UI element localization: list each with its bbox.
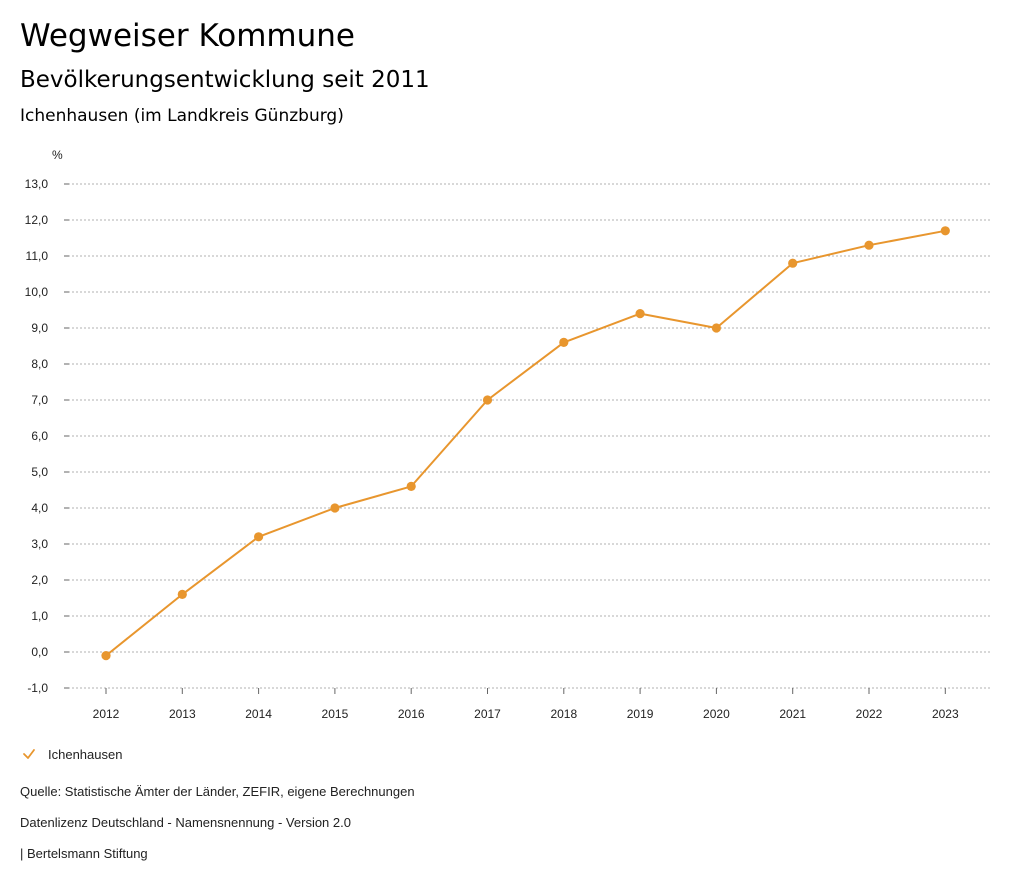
x-tick-label: 2021 bbox=[779, 707, 806, 721]
legend-item-ichenhausen: Ichenhausen bbox=[48, 746, 123, 762]
grid-lines bbox=[64, 183, 990, 689]
y-tick-label: 11,0 bbox=[26, 249, 49, 263]
y-tick-label: 5,0 bbox=[31, 465, 48, 479]
x-tick-label: 2015 bbox=[322, 707, 349, 721]
y-tick-label: 4,0 bbox=[31, 501, 48, 515]
series-line bbox=[105, 229, 946, 657]
data-point-2018[interactable] bbox=[559, 337, 569, 347]
line-chart: % -1,0 0,0 1,0 2,0 3,0 4,0 5,0 6,0 7,0 8,0 9,0 10,0… bbox=[25, 148, 990, 721]
y-tick-label: -1,0 bbox=[27, 681, 48, 695]
data-point-2021[interactable] bbox=[788, 258, 798, 268]
y-axis-unit-label: % bbox=[52, 148, 63, 162]
chart-legend[interactable]: Ichenhausen bbox=[22, 744, 122, 764]
y-tick-label: 3,0 bbox=[31, 537, 48, 551]
x-tick-label: 2017 bbox=[474, 707, 501, 721]
region-label: Ichenhausen (im Landkreis Günzburg) bbox=[20, 106, 344, 126]
data-point-2014[interactable] bbox=[254, 532, 264, 542]
y-tick-label: 13,0 bbox=[25, 177, 49, 191]
data-point-2012[interactable] bbox=[101, 651, 111, 661]
x-tick-label: 2014 bbox=[245, 707, 272, 721]
x-tick-label: 2022 bbox=[856, 707, 883, 721]
chart-subtitle: Bevölkerungsentwicklung seit 2011 bbox=[20, 67, 430, 93]
y-axis-ticks: -1,0 0,0 1,0 2,0 3,0 4,0 5,0 6,0 7,0 8,0 9,0 10,0 11… bbox=[25, 177, 49, 695]
x-tick-label: 2020 bbox=[703, 707, 730, 721]
y-tick-label: 12,0 bbox=[25, 213, 49, 227]
y-tick-label: 10,0 bbox=[25, 285, 49, 299]
x-tick-label: 2016 bbox=[398, 707, 425, 721]
check-icon bbox=[23, 749, 35, 759]
y-tick-label: 8,0 bbox=[31, 357, 48, 371]
series-ichenhausen bbox=[101, 226, 950, 661]
x-tick-label: 2018 bbox=[550, 707, 577, 721]
y-tick-label: 6,0 bbox=[31, 429, 48, 443]
data-point-2013[interactable] bbox=[177, 589, 187, 599]
y-tick-label: 0,0 bbox=[31, 645, 48, 659]
x-tick-label: 2023 bbox=[932, 707, 959, 721]
data-point-2017[interactable] bbox=[482, 395, 493, 405]
license-note: Datenlizenz Deutschland - Namensnennung … bbox=[20, 815, 351, 830]
data-point-2020[interactable] bbox=[711, 323, 722, 333]
publisher-note: | Bertelsmann Stiftung bbox=[20, 846, 148, 861]
y-tick-label: 9,0 bbox=[31, 321, 48, 335]
y-tick-label: 2,0 bbox=[31, 573, 48, 587]
x-tick-label: 2019 bbox=[627, 707, 654, 721]
source-note: Quelle: Statistische Ämter der Länder, Z… bbox=[20, 784, 415, 799]
x-tick-label: 2013 bbox=[169, 707, 196, 721]
data-point-2019[interactable] bbox=[635, 309, 645, 319]
data-point-2022[interactable] bbox=[864, 240, 874, 250]
data-point-2023[interactable] bbox=[940, 226, 950, 236]
y-tick-label: 1,0 bbox=[31, 609, 48, 623]
page-title: Wegweiser Kommune bbox=[20, 18, 355, 54]
data-point-2016[interactable] bbox=[406, 481, 416, 491]
data-point-2015[interactable] bbox=[330, 503, 340, 513]
x-tick-label: 2012 bbox=[93, 707, 120, 721]
y-tick-label: 7,0 bbox=[31, 393, 48, 407]
x-axis-ticks: 2012 2013 2014 2015 2016 2017 2018 2019 2020 2021… bbox=[93, 688, 959, 721]
